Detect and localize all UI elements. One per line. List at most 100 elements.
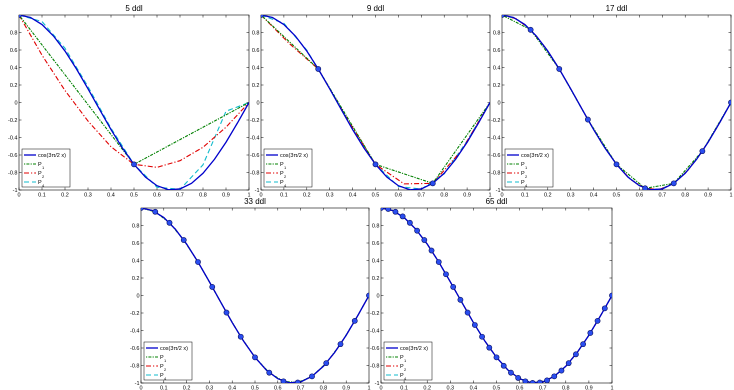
y-tick-label: 0.6: [10, 48, 18, 54]
x-tick-label: 1: [610, 386, 613, 390]
plot-layer: [261, 15, 490, 190]
y-tick-label: 0.2: [252, 83, 260, 89]
interpolation-node: [209, 284, 216, 290]
interpolation-node: [19, 15, 22, 18]
legend: cos(3π/2 x)P 1P 2P 4: [263, 148, 313, 188]
y-tick-label: -1: [135, 381, 140, 387]
interpolation-node: [584, 116, 591, 123]
x-tick-label: 0.8: [681, 193, 689, 199]
y-tick-label: -0.2: [8, 118, 17, 124]
legend-label: cos(3π/2 x): [160, 346, 188, 352]
interpolation-node: [435, 259, 442, 265]
legend-subscript: 4: [284, 183, 287, 188]
interpolation-node: [443, 271, 449, 278]
x-tick-label: 0: [500, 193, 503, 199]
y-tick-label: 0.4: [10, 66, 18, 72]
interpolation-node: [294, 379, 301, 383]
chart-panel: 0 0.1 0.2 0.3 0.4 0.5 0.6 0.7 0.8 0.9 1 -1 -0.8 -0.6 -…: [8, 4, 251, 199]
y-tick-label: -1: [13, 188, 18, 194]
y-tick-label: -0.2: [370, 311, 379, 317]
interpolation-node: [252, 354, 258, 361]
y-tick-label: 0.8: [252, 31, 260, 37]
legend-label: cos(3π/2 x): [400, 346, 428, 352]
legend-label: P: [160, 355, 164, 361]
chart-title: 5 ddl: [125, 4, 143, 13]
interpolation-node: [493, 354, 500, 361]
y-tick-label: -0.8: [370, 364, 379, 370]
legend-label: P: [400, 355, 404, 361]
interpolation-node: [372, 161, 379, 168]
x-tick-label: 0.1: [400, 386, 408, 390]
x-tick-label: 1: [247, 193, 250, 199]
chart-panel: 0 0.1 0.2 0.3 0.4 0.5 0.6 0.7 0.8 0.9 1 -1 -0.8 -0.6 -…: [130, 197, 371, 390]
x-tick-label: 0.7: [176, 193, 184, 199]
legend-subscript: 4: [164, 376, 167, 381]
x-tick-label: 0.8: [440, 193, 448, 199]
y-tick-label: -0.6: [8, 153, 17, 159]
chart-title: 17 ddl: [606, 4, 628, 13]
y-tick-label: -0.2: [250, 118, 259, 124]
y-tick-label: 0.4: [493, 66, 501, 72]
x-tick-label: 0.2: [544, 193, 552, 199]
interpolation-node: [601, 305, 608, 312]
interpolation-node: [457, 296, 464, 303]
legend-subscript: 4: [404, 376, 407, 381]
interpolation-node: [385, 208, 392, 212]
chart-title: 33 ddl: [244, 197, 266, 206]
y-tick-label: 0.6: [493, 48, 501, 54]
y-tick-label: -0.4: [8, 136, 17, 142]
interpolation-node: [309, 373, 315, 380]
legend: cos(3π/2 x)P 1P 2P 4: [504, 148, 554, 188]
interpolation-node: [366, 292, 369, 299]
y-tick-label: 0: [136, 294, 139, 300]
y-tick-label: 0.2: [372, 276, 380, 282]
legend-label: P: [280, 180, 284, 186]
x-tick-label: 1: [729, 193, 732, 199]
legend-label: P: [521, 162, 525, 168]
series-line-p2: [261, 15, 490, 185]
legend-subscript: 1: [284, 165, 287, 170]
legend-label: P: [160, 364, 164, 370]
y-tick-label: 0.8: [372, 224, 380, 230]
legend-label: cos(3π/2 x): [38, 153, 66, 159]
interpolation-node: [502, 15, 505, 18]
y-tick-label: 0.6: [252, 48, 260, 54]
interpolation-node: [414, 227, 420, 234]
y-tick-label: -0.6: [491, 153, 500, 159]
x-tick-label: 0.7: [658, 193, 666, 199]
interpolation-node: [728, 99, 731, 106]
interpolation-node: [406, 219, 413, 226]
interpolation-node: [315, 66, 322, 72]
legend-label: P: [38, 171, 42, 177]
x-tick-label: 0.9: [704, 193, 712, 199]
x-tick-label: 0: [379, 386, 382, 390]
x-tick-label: 0.5: [372, 193, 380, 199]
interpolation-node: [464, 309, 471, 316]
legend-label: P: [280, 171, 284, 177]
interpolation-node: [479, 333, 485, 340]
y-tick-label: 0.6: [132, 241, 140, 247]
interpolation-node: [337, 341, 344, 348]
y-tick-label: 0.4: [372, 259, 380, 265]
plot-layer: [141, 208, 369, 383]
interpolation-node: [180, 237, 187, 243]
x-tick-label: 0.3: [326, 193, 334, 199]
plot-layer: [381, 208, 612, 383]
legend-subscript: 1: [164, 358, 167, 363]
x-tick-label: 0.6: [395, 193, 403, 199]
interpolation-node: [544, 377, 550, 383]
x-tick-label: 0.1: [38, 193, 46, 199]
legend: cos(3π/2 x)P 1P 2P 4: [383, 341, 433, 381]
y-tick-label: -1: [255, 188, 260, 194]
interpolation-node: [573, 351, 579, 358]
y-tick-label: 0.6: [372, 241, 380, 247]
y-tick-label: 0: [256, 101, 259, 107]
legend-subscript: 2: [404, 367, 407, 372]
y-tick-label: 0.4: [132, 259, 140, 265]
interpolation-node: [351, 317, 358, 324]
x-tick-label: 0.6: [516, 386, 524, 390]
x-tick-label: 0.9: [463, 193, 471, 199]
legend-label: P: [521, 180, 525, 186]
interpolation-node: [642, 185, 649, 190]
interpolation-node: [261, 15, 264, 18]
